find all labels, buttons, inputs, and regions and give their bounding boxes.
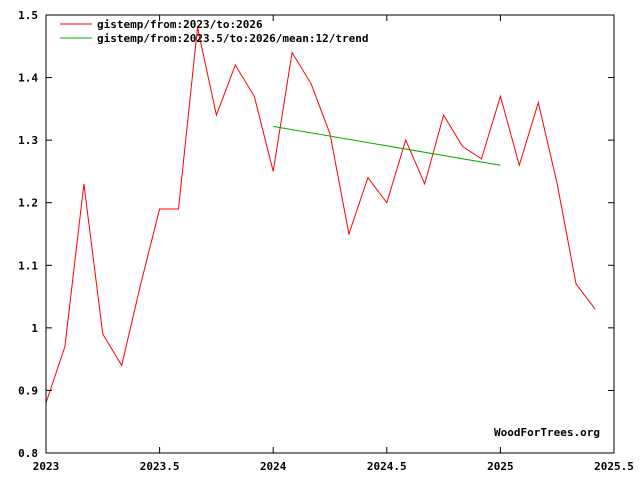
legend: gistemp/from:2023/to:2026gistemp/from:20…: [60, 18, 369, 45]
y-tick-label: 0.9: [18, 384, 38, 397]
legend-label: gistemp/from:2023/to:2026: [97, 18, 263, 31]
x-tick-label: 2024: [260, 460, 287, 473]
y-tick-label: 0.8: [18, 447, 38, 460]
watermark-text: WoodForTrees.org: [494, 426, 600, 439]
y-tick-label: 1.3: [18, 134, 38, 147]
axes-layer: 0.8 0.9 1 1.1 1.2 1.3 1.4 1.5 2023 2023.5 2024 2024…: [18, 9, 634, 473]
y-tick-label: 1.1: [18, 259, 38, 272]
series-line-1: [273, 125, 501, 166]
y-tick-label: 1.2: [18, 197, 38, 210]
x-tick-label: 2025: [487, 460, 514, 473]
y-tick-label: 1.5: [18, 9, 38, 22]
x-tick-label: 2023: [33, 460, 60, 473]
y-tick-label: 1.4: [18, 72, 38, 85]
y-tick-label: 1: [31, 322, 38, 335]
series-line-0: [45, 27, 596, 404]
plot-frame: [45, 14, 615, 454]
x-tick-label: 2025.5: [594, 460, 634, 473]
x-tick-label: 2023.5: [140, 460, 180, 473]
legend-label: gistemp/from:2023.5/to:2026/mean:12/tren…: [97, 32, 369, 45]
series-layer: [45, 27, 596, 404]
x-tick-label: 2024.5: [367, 460, 407, 473]
